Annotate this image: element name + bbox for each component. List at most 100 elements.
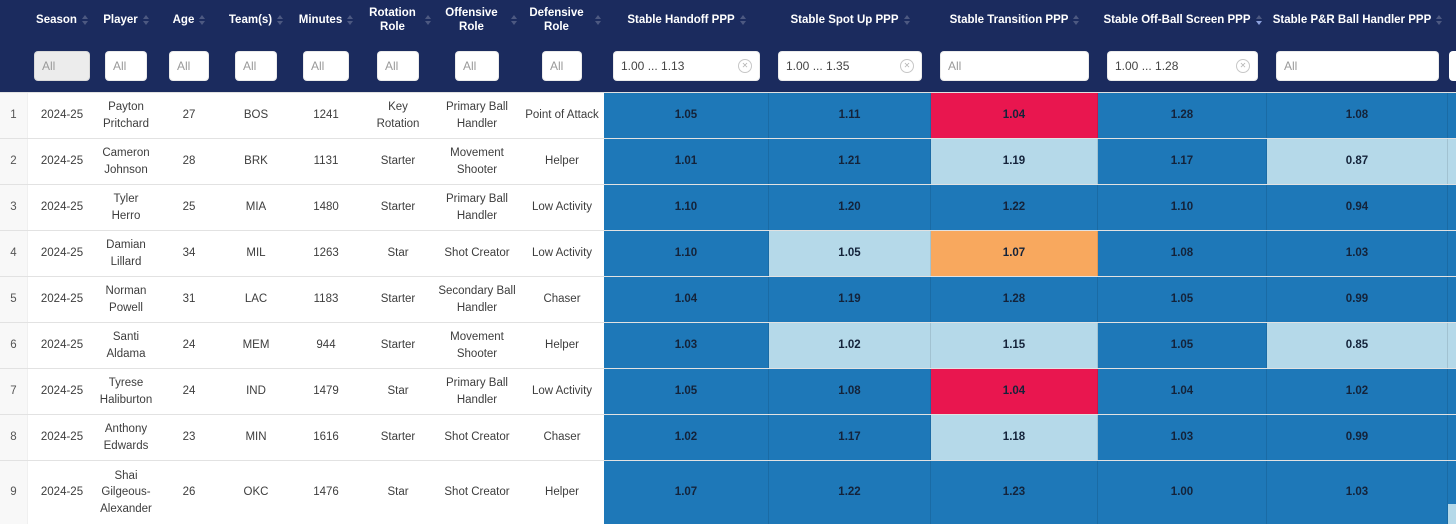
sort-icon[interactable] [510,15,517,25]
column-header-stable_off_ball_screen_ppp[interactable]: Stable Off-Ball Screen PPP [1098,0,1267,40]
filter-input-season[interactable]: All [34,51,90,81]
sort-icon[interactable] [81,15,88,25]
filter-input-stable_off_ball_screen_ppp[interactable]: 1.00 ... 1.28 ✕ [1107,51,1258,81]
column-header-offensive_role[interactable]: Offensive Role [434,0,520,40]
cell-rotation_role: Star [387,247,409,260]
row-number-cell: 9 [0,461,28,524]
cell-offensive_role: Movement Shooter [450,147,504,176]
column-header-label: Rotation Role [369,6,416,33]
filter-value: All [311,59,325,73]
column-header-teams[interactable]: Team(s) [222,0,290,40]
filter-input-defensive_role[interactable]: All [542,51,582,81]
table-header-row: Season Player Age Team(s) Minutes Rotation Ro… [0,0,1456,40]
table-row: 8 2024-25 Anthony Edwards 23 MIN 1616 Starter S… [0,414,1456,460]
cell-offensive_role: Shot Creator [444,431,510,444]
cell-stable_pnr_ball_handler_ppp: 1.08 [1267,93,1448,138]
cell-stable_handoff_ppp: 1.05 [604,369,769,414]
filter-input-teams[interactable]: All [235,51,277,81]
cell-player: Anthony Edwards [103,423,149,452]
cell-minutes: 1131 [313,155,339,168]
filter-cell-offensive_role: All [434,40,520,92]
column-header-stable_spot_up_ppp[interactable]: Stable Spot Up PPP [769,0,931,40]
cell-stable_handoff_ppp: 1.04 [604,277,769,322]
next-column-edge-cell [1448,415,1456,460]
cell-season: 2024-25 [40,293,84,306]
filter-input-minutes[interactable]: All [303,51,349,81]
cell-teams: OKC [243,486,269,499]
sort-desc-icon [739,21,746,25]
cell-stable_pnr_ball_handler_ppp: 1.02 [1267,369,1448,414]
cell-age: 31 [182,293,196,306]
clear-filter-icon[interactable]: ✕ [900,59,914,73]
cell-age: 27 [182,109,196,122]
cell-season: 2024-25 [40,247,84,260]
cell-offensive_role: Movement Shooter [450,331,504,360]
sort-icon[interactable] [142,15,149,25]
row-number-cell: 6 [0,323,28,368]
column-header-stable_transition_ppp[interactable]: Stable Transition PPP [931,0,1098,40]
column-header-age[interactable]: Age [156,0,222,40]
cell-defensive_role: Low Activity [531,201,593,214]
column-header-defensive_role[interactable]: Defensive Role [520,0,604,40]
sort-asc-icon [739,15,746,19]
cell-stable_off_ball_screen_ppp: 1.17 [1098,139,1267,184]
filter-input-age[interactable]: All [169,51,209,81]
cell-stable_transition_ppp: 1.18 [931,415,1098,460]
filter-input-stable_spot_up_ppp[interactable]: 1.00 ... 1.35 ✕ [778,51,922,81]
filter-cell-minutes: All [290,40,362,92]
column-header-season[interactable]: Season [28,0,96,40]
column-header-label: Stable Transition PPP [949,13,1069,26]
cell-player: Tyler Herro [111,193,141,222]
sort-asc-icon [81,15,88,19]
column-header-stable_handoff_ppp[interactable]: Stable Handoff PPP [604,0,769,40]
clear-filter-icon[interactable]: ✕ [1236,59,1250,73]
filter-input-stable_pnr_ball_handler_ppp[interactable]: All [1276,51,1439,81]
filter-input-offensive_role[interactable]: All [455,51,499,81]
cell-teams: MIL [246,247,266,260]
sort-icon[interactable] [424,15,431,25]
filter-input-stable_transition_ppp[interactable]: All [940,51,1089,81]
sort-desc-icon [510,21,517,25]
filter-input-rotation_role[interactable]: All [377,51,419,81]
sort-asc-icon [594,15,601,19]
sort-icon[interactable] [1436,15,1443,25]
sort-icon[interactable] [199,15,206,25]
column-header-rotation_role[interactable]: Rotation Role [362,0,434,40]
filter-input-stable_handoff_ppp[interactable]: 1.00 ... 1.13 ✕ [613,51,760,81]
column-header-label: Stable Spot Up PPP [790,13,899,26]
next-column-edge-cell [1448,93,1456,138]
sort-icon[interactable] [594,15,601,25]
row-number-cell: 8 [0,415,28,460]
column-header-minutes[interactable]: Minutes [290,0,362,40]
filter-cell-stable_spot_up_ppp: 1.00 ... 1.35 ✕ [769,40,931,92]
column-header-stable_pnr_ball_handler_ppp[interactable]: Stable P&R Ball Handler PPP [1267,0,1448,40]
cell-minutes: 944 [316,339,336,352]
sort-asc-icon [347,15,354,19]
filter-input-player[interactable]: All [105,51,147,81]
filter-cell-stable_transition_ppp: All [931,40,1098,92]
sort-icon[interactable] [903,15,910,25]
sort-icon[interactable] [1073,15,1080,25]
cell-player: Santi Aldama [106,331,146,360]
sort-icon[interactable] [277,15,284,25]
filter-cell-stable_off_ball_screen_ppp: 1.00 ... 1.28 ✕ [1098,40,1267,92]
sort-icon[interactable] [739,15,746,25]
cell-season: 2024-25 [40,385,84,398]
cell-stable_transition_ppp: 1.23 [931,461,1098,524]
cell-offensive_role: Primary Ball Handler [446,101,508,130]
cell-offensive_role: Secondary Ball Handler [438,285,516,314]
sort-desc-icon [1255,21,1262,25]
column-header-player[interactable]: Player [96,0,156,40]
cell-stable_handoff_ppp: 1.02 [604,415,769,460]
cell-stable_transition_ppp: 1.22 [931,185,1098,230]
cell-age: 23 [182,431,196,444]
cell-stable_transition_ppp: 1.15 [931,323,1098,368]
sort-icon[interactable] [347,15,354,25]
column-header-label: Defensive Role [529,6,584,33]
cell-defensive_role: Helper [545,339,579,352]
clear-filter-icon[interactable]: ✕ [738,59,752,73]
cell-player: Tyrese Haliburton [99,377,153,406]
sort-asc-icon [142,15,149,19]
sort-icon[interactable] [1255,15,1262,25]
filter-value: All [385,59,399,73]
